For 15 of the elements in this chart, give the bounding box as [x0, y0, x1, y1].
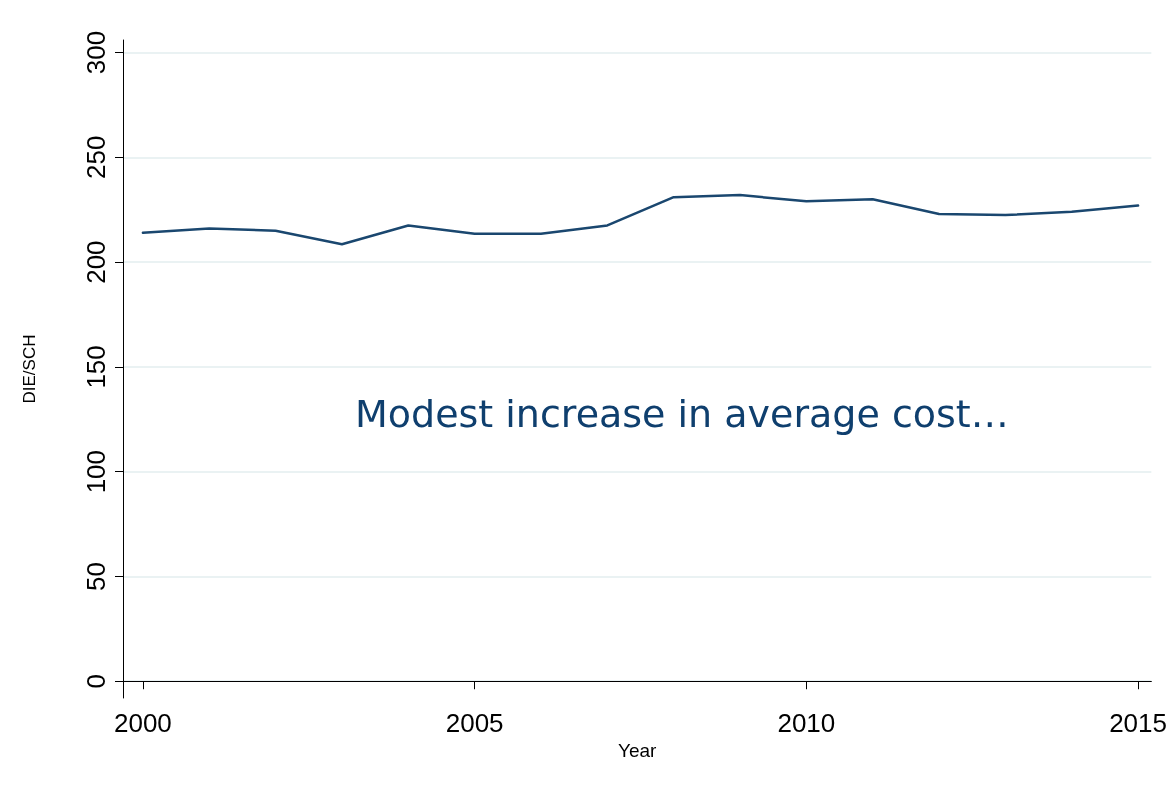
y-tick-label: 50	[81, 562, 111, 591]
x-tick-label: 2010	[777, 708, 836, 738]
y-tick-label: 150	[81, 345, 111, 389]
x-tick-label: 2015	[1109, 708, 1167, 738]
y-tick-label: 250	[81, 135, 111, 180]
y-tick-label: 100	[81, 449, 111, 494]
x-tick-label: 2000	[113, 708, 172, 738]
x-tick-label: 2005	[445, 708, 504, 738]
y-axis-title: DIE/SCH	[20, 334, 39, 404]
y-tick-label: 200	[81, 240, 111, 284]
x-axis-title: Year	[617, 739, 658, 761]
line-series	[141, 193, 1140, 246]
y-tick-label: 300	[81, 30, 111, 75]
annotation: Modest increase in average cost…	[355, 392, 1009, 436]
y-tick-label: 0	[81, 674, 111, 689]
